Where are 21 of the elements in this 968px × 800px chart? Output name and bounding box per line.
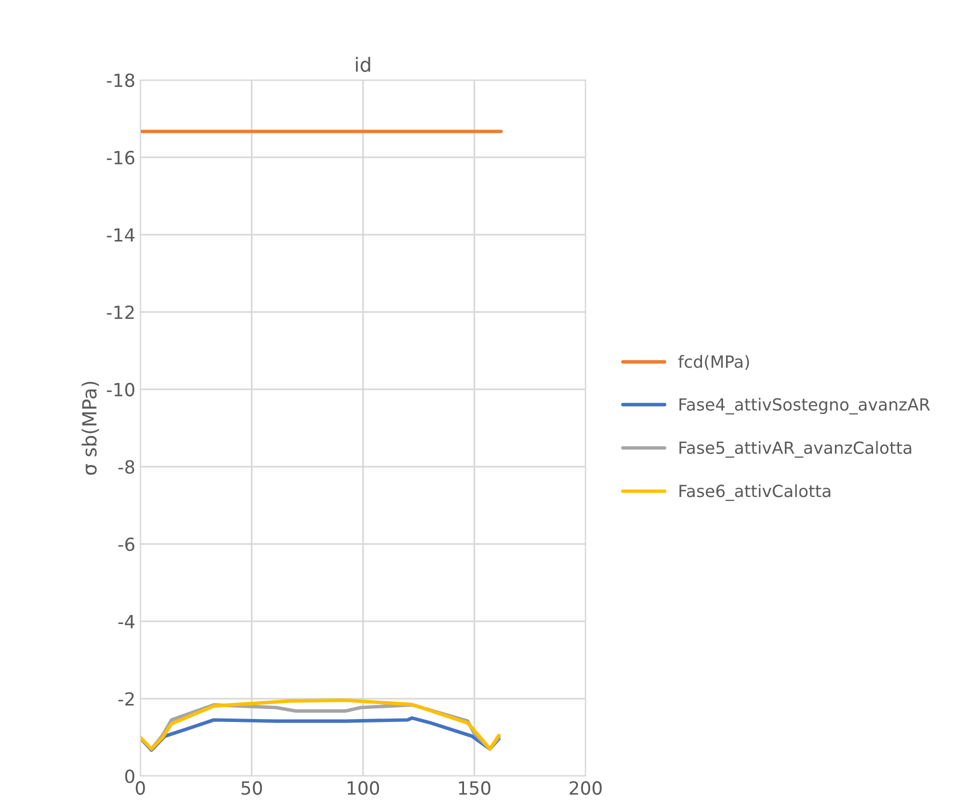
x-tick-label: 50	[242, 781, 262, 795]
x-tick-label: 0	[136, 781, 145, 795]
y-tick-label: -16	[106, 150, 134, 164]
legend-label: Fase6_attivCalotta	[680, 484, 830, 501]
legend-label: Fase4_attivSostegno_avanzAR	[680, 398, 930, 414]
y-tick-label: -2	[118, 692, 134, 706]
y-tick-label: -10	[106, 382, 134, 396]
y-tick-label: -4	[118, 615, 134, 628]
legend-label: Fase5_attivAR_avanzCalotta	[680, 441, 912, 458]
y-tick-label: -18	[106, 73, 134, 88]
chart-title: id	[356, 56, 370, 72]
y-tick-label: -8	[118, 460, 134, 474]
x-tick-label: 200	[570, 781, 602, 795]
x-tick-label: 150	[459, 781, 490, 795]
legend-label: fcd(MPa)	[678, 355, 749, 370]
y-axis-title: σ sb(MPa)	[82, 382, 99, 475]
y-tick-label: -12	[106, 305, 134, 319]
y-tick-label: -6	[118, 537, 134, 552]
y-tick-label: -14	[106, 228, 134, 242]
x-tick-label: 100	[348, 781, 380, 795]
y-tick-label: 0	[125, 769, 134, 784]
